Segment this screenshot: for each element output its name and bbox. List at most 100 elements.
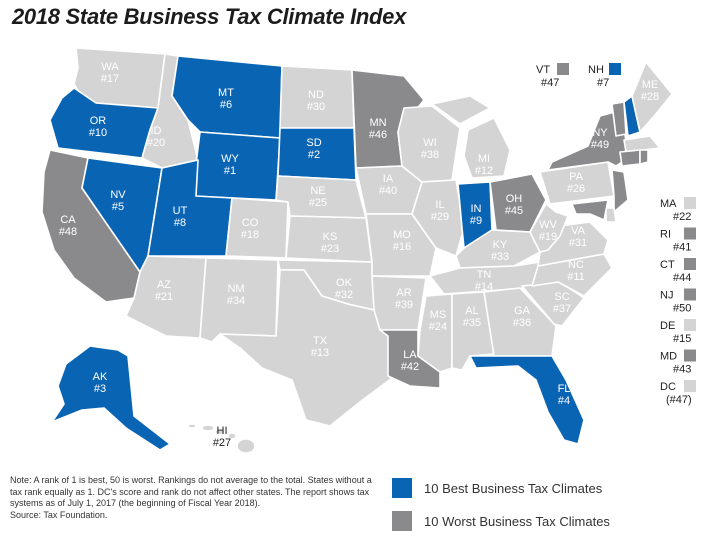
label-nc-abbr: NC — [568, 259, 584, 271]
label-tn-abbr: TN — [477, 269, 492, 281]
label-ky-rank: #33 — [491, 251, 509, 263]
label-or-rank: #10 — [89, 127, 107, 139]
label-wi-rank: #38 — [421, 149, 439, 161]
note-text: Note: A rank of 1 is best, 50 is worst. … — [10, 475, 372, 508]
side-ri-rank: #41 — [673, 242, 691, 254]
label-wv-rank: #19 — [539, 231, 557, 243]
side-de-swatch — [684, 319, 696, 331]
top-insets: VT #47 NH #7 — [536, 63, 621, 89]
label-ga-abbr: GA — [514, 305, 531, 317]
label-nm-abbr: NM — [227, 283, 244, 295]
label-oh-rank: #45 — [505, 205, 523, 217]
label-oh-abbr: OH — [506, 193, 523, 205]
state-de — [605, 207, 617, 223]
side-nj-abbr: NJ — [660, 290, 673, 302]
label-id-abbr: ID — [151, 125, 162, 137]
label-ks-abbr: KS — [323, 231, 338, 243]
label-tn-rank: #14 — [475, 281, 493, 293]
label-ia-abbr: IA — [383, 173, 394, 185]
label-ne-abbr: NE — [310, 185, 325, 197]
label-tx-abbr: TX — [313, 335, 328, 347]
label-ne-rank: #25 — [309, 197, 327, 209]
label-sc-abbr: SC — [554, 291, 569, 303]
label-nc-rank: #11 — [567, 271, 585, 283]
label-wy-abbr: WY — [221, 153, 239, 165]
state-ak — [51, 345, 171, 451]
inset-nh-rank: #7 — [597, 77, 609, 89]
label-hi-rank: #27 — [213, 437, 231, 449]
state-mi — [463, 117, 511, 179]
legend-best-label: 10 Best Business Tax Climates — [424, 481, 603, 496]
legend-worst-label: 10 Worst Business Tax Climates — [424, 514, 610, 529]
state-mi-up — [431, 95, 491, 125]
label-az-rank: #21 — [155, 291, 173, 303]
state-ri — [639, 149, 649, 165]
state-ga — [483, 287, 557, 357]
label-ar-abbr: AR — [396, 287, 411, 299]
state-hi-1 — [187, 423, 197, 429]
legend-worst-swatch — [392, 511, 412, 531]
label-fl-rank: #4 — [558, 395, 570, 407]
label-fl-abbr: FL — [558, 383, 571, 395]
label-me-rank: #28 — [641, 91, 659, 103]
side-md-swatch — [684, 349, 696, 362]
label-wy-rank: #1 — [224, 165, 236, 177]
label-mo-rank: #16 — [393, 241, 411, 253]
side-de-abbr: DE — [660, 320, 675, 332]
label-va-rank: #31 — [569, 237, 587, 249]
label-la-rank: #42 — [401, 361, 419, 373]
label-mo-abbr: MO — [393, 229, 411, 241]
side-dc-rank: (#47) — [666, 394, 692, 406]
label-az-abbr: AZ — [157, 279, 171, 291]
label-me-abbr: ME — [642, 79, 659, 91]
state-me — [631, 61, 673, 133]
label-ak-abbr: AK — [93, 371, 108, 383]
label-mn-abbr: MN — [369, 117, 386, 129]
inset-nh-swatch — [609, 63, 621, 75]
label-mi-rank: #12 — [475, 165, 493, 177]
label-ak-rank: #3 — [94, 383, 106, 395]
label-ny-abbr: NY — [592, 127, 608, 139]
label-or-abbr: OR — [90, 115, 107, 127]
footnote: Note: A rank of 1 is best, 50 is worst. … — [10, 475, 380, 521]
state-ma — [623, 135, 661, 153]
state-labels: WA #17 OR #10 CA #48 NV #5 ID #20 MT #6 … — [59, 61, 659, 449]
label-mt-rank: #6 — [220, 99, 232, 111]
state-tx — [219, 269, 393, 427]
side-ma-abbr: MA — [660, 198, 677, 210]
label-ms-rank: #24 — [429, 321, 447, 333]
label-mn-rank: #46 — [369, 129, 387, 141]
side-ri-abbr: RI — [660, 229, 671, 241]
side-ma-rank: #22 — [673, 211, 691, 223]
label-al-abbr: AL — [465, 305, 478, 317]
state-la — [379, 329, 441, 389]
label-hi-abbr: HI — [217, 425, 228, 437]
state-hi-3 — [214, 428, 226, 436]
inset-vt-rank: #47 — [541, 77, 559, 89]
label-ca-abbr: CA — [60, 214, 76, 226]
label-ks-rank: #23 — [321, 243, 339, 255]
side-ri-swatch — [684, 227, 696, 240]
state-vt — [611, 101, 627, 137]
side-md-abbr: MD — [660, 351, 677, 363]
state-oh — [489, 173, 547, 233]
label-nm-rank: #34 — [227, 295, 245, 307]
state-fl — [469, 355, 585, 445]
state-ms — [417, 293, 453, 373]
label-wa-abbr: WA — [101, 61, 119, 73]
label-ok-rank: #32 — [335, 289, 353, 301]
side-de-rank: #15 — [673, 333, 691, 345]
label-ms-abbr: MS — [430, 309, 447, 321]
label-co-abbr: CO — [242, 217, 259, 229]
label-il-rank: #29 — [431, 211, 449, 223]
label-pa-abbr: PA — [569, 171, 584, 183]
label-ut-abbr: UT — [173, 205, 188, 217]
inset-vt-swatch — [557, 63, 569, 75]
state-wv — [529, 203, 569, 253]
label-id-rank: #20 — [147, 137, 165, 149]
label-in-rank: #9 — [470, 215, 482, 227]
source-text: Source: Tax Foundation. — [10, 509, 108, 520]
state-nj — [611, 169, 629, 213]
